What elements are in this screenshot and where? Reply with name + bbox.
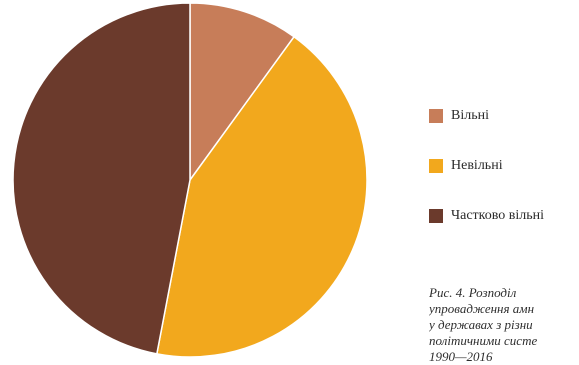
figure-caption: Рис. 4. Розподіл упровадження амн у держ…: [429, 285, 579, 365]
pie-slice-not-free: [155, 35, 368, 358]
legend-label-free: Вільні: [451, 108, 489, 123]
pie-slice-partly-free: [12, 2, 191, 355]
legend-item-not-free: Невільні: [429, 158, 579, 174]
caption-line: у державах з різни: [429, 317, 533, 332]
legend-label-partly-free: Частково вільні: [451, 208, 545, 223]
caption-line: упровадження амн: [429, 301, 535, 316]
legend-item-partly-free: Частково вільні: [429, 208, 579, 224]
caption-line: політичними систе: [429, 333, 538, 348]
legend-swatch-partly-free: [429, 209, 443, 223]
legend-item-free: Вільні: [429, 108, 579, 124]
legend-swatch-free: [429, 109, 443, 123]
pie-chart: [12, 2, 368, 358]
caption-line: 1990—2016: [429, 349, 493, 364]
legend-swatch-not-free: [429, 159, 443, 173]
legend-label-not-free: Невільні: [451, 158, 503, 173]
caption-line: Рис. 4. Розподіл: [429, 285, 517, 300]
pie-slice-free: [189, 2, 296, 183]
chart-legend: Вільні Невільні Частково вільні: [429, 108, 579, 224]
